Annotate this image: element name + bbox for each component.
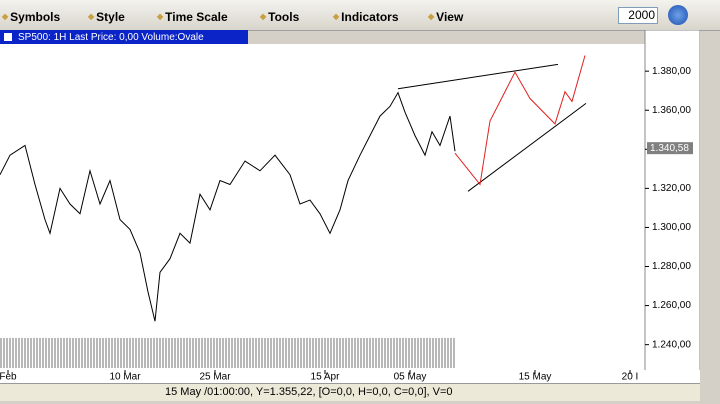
menu-view[interactable]: View: [428, 10, 463, 24]
price-line: [0, 91, 456, 322]
x-tick-label: 15 Apr: [311, 372, 341, 383]
menu-style[interactable]: Style: [88, 10, 125, 24]
last-price-box: [647, 142, 693, 155]
header-box: [4, 33, 12, 41]
y-tick-label: 1.240,00: [652, 339, 691, 350]
y-tick-label: 1.360,00: [652, 105, 691, 116]
chart-title: SP500: 1H Last Price: 0,00 Volume:Ovale: [18, 32, 204, 43]
y-tick-label: 1.380,00: [652, 66, 691, 77]
price-line: [397, 63, 559, 90]
status-text: 15 May /01:00:00, Y=1.355,22, [O=0,0, H=…: [165, 386, 453, 398]
last-price-label: 1.340,58: [650, 143, 689, 154]
menu-symbols[interactable]: Symbols: [2, 10, 60, 24]
refresh-button[interactable]: [668, 5, 688, 25]
x-axis-panel: [0, 370, 700, 383]
y-tick-label: 1.300,00: [652, 222, 691, 233]
menu-time-scale[interactable]: Time Scale: [157, 10, 227, 24]
menu-indicators[interactable]: Indicators: [333, 10, 398, 24]
y-tick-label: 1.280,00: [652, 261, 691, 272]
x-tick-label: Feb: [0, 372, 17, 383]
toolbar: Symbols Style Time Scale Tools Indicator…: [0, 0, 720, 31]
bars-input[interactable]: 2000: [618, 7, 658, 24]
x-tick-label: 15 May: [519, 372, 552, 383]
menu-tools[interactable]: Tools: [260, 10, 299, 24]
y-tick-label: 1.320,00: [652, 183, 691, 194]
price-line: [467, 102, 587, 192]
price-line: [454, 55, 586, 186]
x-tick-label: 10 Mar: [109, 372, 141, 383]
volume-pane: [0, 338, 455, 368]
x-tick-label: 05 May: [394, 372, 427, 383]
chart-header: [0, 30, 248, 44]
x-tick-label: 20 I: [622, 372, 639, 383]
chart: SP500: 1H Last Price: 0,00 Volume:Ovale …: [0, 30, 700, 383]
status-bar: 15 May /01:00:00, Y=1.355,22, [O=0,0, H=…: [0, 383, 700, 401]
x-tick-label: 25 Mar: [199, 372, 231, 383]
plot-area: [0, 44, 645, 370]
y-axis-panel: [644, 30, 700, 383]
y-tick-label: 1.260,00: [652, 300, 691, 311]
